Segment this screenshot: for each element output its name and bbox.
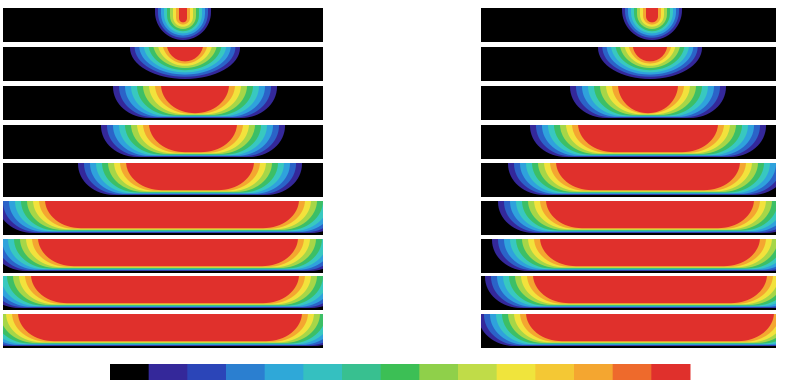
panel xyxy=(481,8,776,348)
strip xyxy=(481,125,776,159)
strip xyxy=(481,239,776,273)
band xyxy=(31,276,299,304)
band xyxy=(533,276,767,304)
colorbar-segment xyxy=(651,364,691,380)
band xyxy=(149,125,237,153)
colorbar-segment xyxy=(148,364,188,380)
strip xyxy=(481,201,776,235)
colorbar xyxy=(110,364,691,380)
strip xyxy=(3,8,323,42)
colorbar-segment xyxy=(458,364,498,380)
colorbar-segment xyxy=(612,364,652,380)
colorbar-segment xyxy=(419,364,459,380)
colorbar-segment xyxy=(380,364,420,380)
band xyxy=(540,239,760,267)
colorbar-segment xyxy=(535,364,575,380)
colorbar-segment xyxy=(303,364,343,380)
band xyxy=(18,314,302,342)
strip xyxy=(3,314,323,348)
colorbar-segment xyxy=(187,364,227,380)
strip xyxy=(3,276,323,310)
band xyxy=(546,201,754,229)
band xyxy=(646,8,658,23)
strip xyxy=(481,86,776,120)
colorbar-segment xyxy=(226,364,266,380)
band xyxy=(526,314,774,342)
colorbar-segment xyxy=(264,364,304,380)
strip xyxy=(3,86,323,120)
strip xyxy=(3,163,323,197)
colorbar-segment xyxy=(110,364,150,380)
band xyxy=(578,125,718,153)
strip xyxy=(481,314,776,348)
colorbar-segment xyxy=(342,364,382,380)
band xyxy=(45,201,299,229)
band xyxy=(167,47,203,62)
strip xyxy=(3,201,323,235)
band xyxy=(632,47,668,62)
band xyxy=(556,163,740,191)
band xyxy=(618,86,678,114)
band xyxy=(126,163,254,191)
colorbar-segment xyxy=(496,364,536,380)
strip xyxy=(481,276,776,310)
strip xyxy=(481,8,776,42)
band xyxy=(161,86,229,114)
strip xyxy=(481,47,776,81)
panel xyxy=(3,8,323,348)
strip xyxy=(3,47,323,81)
band xyxy=(179,8,187,23)
colorbar-segment xyxy=(574,364,614,380)
strip xyxy=(3,125,323,159)
strip xyxy=(481,163,776,197)
strip xyxy=(3,239,323,273)
band xyxy=(38,239,298,267)
